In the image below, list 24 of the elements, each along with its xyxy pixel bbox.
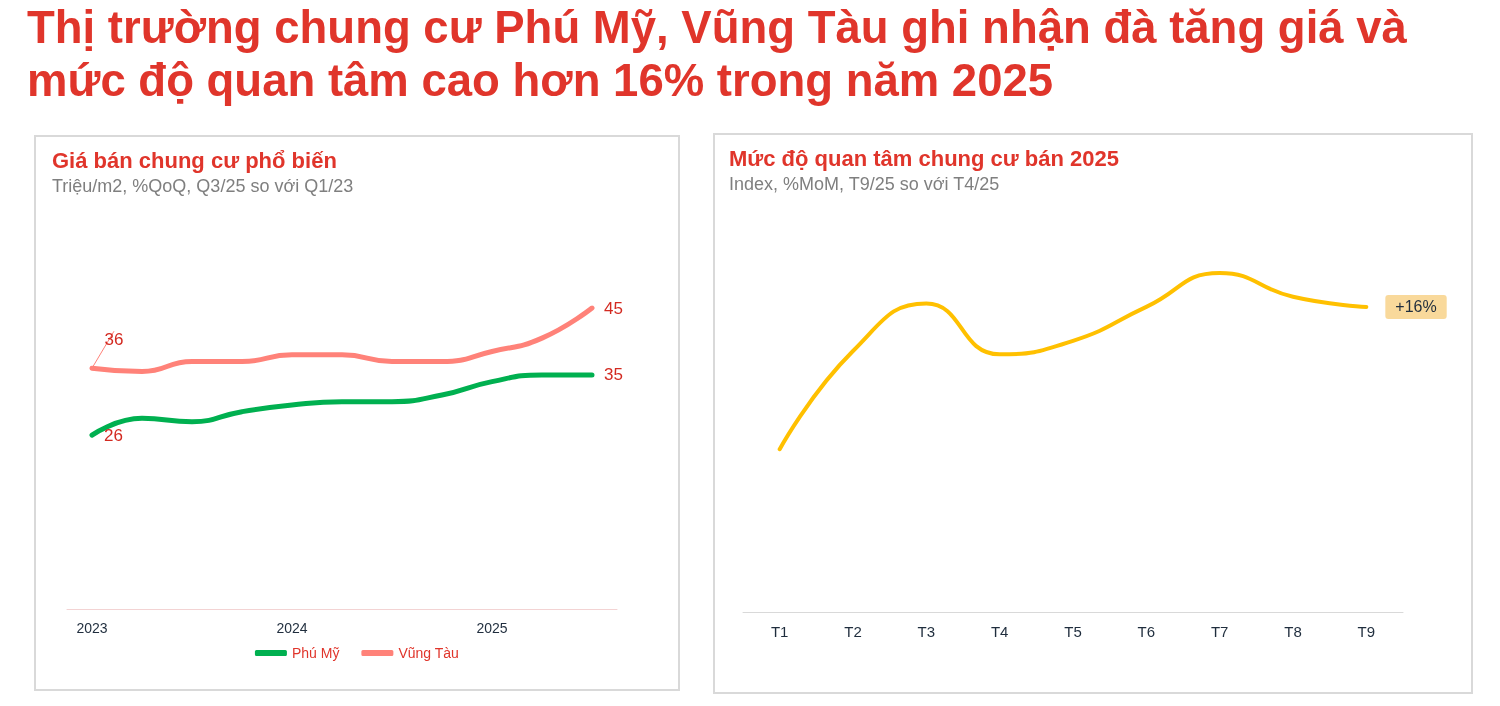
x-tick-label: T8 <box>1284 623 1302 640</box>
data-label: 26 <box>104 425 123 445</box>
annotation: +16% <box>1395 298 1437 316</box>
x-tick-label: T9 <box>1357 623 1376 640</box>
legend-label: Phú Mỹ <box>291 645 340 661</box>
x-tick-label: T4 <box>990 623 1009 640</box>
chart-subtitle: Triệu/m2, %QoQ, Q3/25 so với Q1/23 <box>52 176 354 196</box>
chart-title: Mức độ quan tâm chung cư bán 2025 <box>729 145 1120 171</box>
x-tick-label: 2023 <box>76 620 108 636</box>
legend-label: Vũng Tàu <box>398 645 459 661</box>
x-tick-label: T1 <box>770 623 789 640</box>
chart-title: Giá bán chung cư phổ biến <box>52 147 337 173</box>
data-label: 35 <box>604 365 623 385</box>
text: Thị trường chung cư Phú Mỹ, Vũng Tàu ghi nhận đà tăng giá và mức độ quan tâm cao hơn 16% trong năm 2025 <box>27 1 1408 107</box>
x-tick-label: T5 <box>1064 623 1082 640</box>
chart-subtitle: Index, %MoM, T9/25 so với T4/25 <box>729 174 1000 194</box>
x-tick-label: 2025 <box>476 620 508 636</box>
x-tick-label: 2024 <box>276 620 308 636</box>
data-label: 36 <box>104 330 124 350</box>
x-tick-label: T2 <box>844 623 862 640</box>
x-tick-label: T3 <box>917 623 936 640</box>
x-tick-label: T7 <box>1210 623 1229 640</box>
x-tick-label: T6 <box>1137 623 1156 640</box>
data-label: 45 <box>604 298 623 318</box>
